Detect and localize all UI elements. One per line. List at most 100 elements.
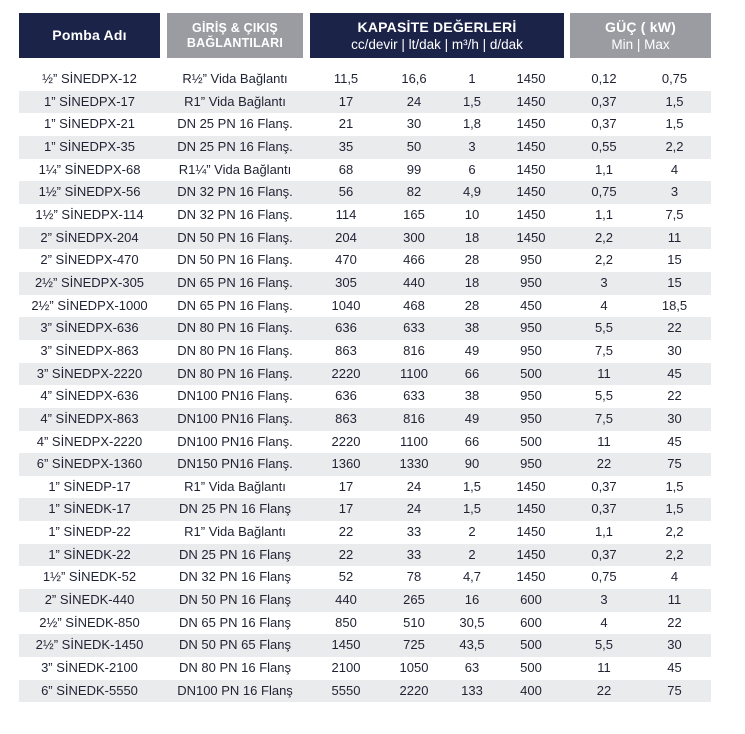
rpm-cell: 950 xyxy=(520,274,542,290)
connection-cell: R1” Vida Bağlantı xyxy=(184,478,286,494)
lt-per-min-cell: 1100 xyxy=(400,365,428,381)
rpm-cell: 1450 xyxy=(516,478,546,494)
cc-per-rev-cell: 68 xyxy=(338,161,354,177)
power-max-cell: 3 xyxy=(670,184,679,200)
power-max-cell: 4 xyxy=(670,161,679,177)
power-min-cell: 7,5 xyxy=(594,342,614,358)
pump-name-cell: 6” SİNEDK-5550 xyxy=(41,682,138,698)
pump-name-cell: 1” SİNEDP-17 xyxy=(48,478,131,494)
power-max-cell: 22 xyxy=(667,320,682,336)
cc-per-rev-cell: 22 xyxy=(338,546,354,562)
power-min-cell: 0,75 xyxy=(591,184,617,200)
cc-per-rev-cell: 636 xyxy=(335,320,357,336)
cc-per-rev-cell: 863 xyxy=(335,342,357,358)
table-row: 3” SİNEDK-2100 DN 80 PN 16 Flanş 2100 1050 6… xyxy=(19,657,711,680)
lt-per-min-cell: 633 xyxy=(403,320,425,336)
lt-per-min-cell: 633 xyxy=(403,388,425,404)
m3-per-hour-cell: 6 xyxy=(468,161,476,177)
table-row: 2” SİNEDPX-470 DN 50 PN 16 Flanş. 470 466 28… xyxy=(19,249,711,272)
lt-per-min-cell: 300 xyxy=(403,229,425,245)
pump-name-cell: 3” SİNEDPX-863 xyxy=(40,342,139,358)
m3-per-hour-cell: 63 xyxy=(464,660,480,676)
pump-name-cell: 2½” SİNEDPX-1000 xyxy=(31,297,148,313)
lt-per-min-cell: 2220 xyxy=(399,682,429,698)
table-row: 1” SİNEDPX-21 DN 25 PN 16 Flanş. 21 30 1,8 14… xyxy=(19,113,711,136)
header-capacity-units: cc/devir | lt/dak | m³/h | d/dak xyxy=(351,36,523,52)
rpm-cell: 950 xyxy=(520,342,542,358)
table-row: 6” SİNEDK-5550 DN100 PN 16 Flanş 5550 2220 1… xyxy=(19,679,711,703)
pump-name-cell: 4” SİNEDPX-863 xyxy=(40,410,139,426)
lt-per-min-cell: 99 xyxy=(406,161,422,177)
rpm-cell: 1450 xyxy=(516,184,546,200)
cc-per-rev-cell: 17 xyxy=(338,478,354,494)
m3-per-hour-cell: 38 xyxy=(464,320,480,336)
power-min-cell: 11 xyxy=(597,365,611,381)
lt-per-min-cell: 440 xyxy=(403,274,425,290)
power-max-cell: 1,5 xyxy=(665,93,684,109)
lt-per-min-cell: 16,6 xyxy=(401,71,427,86)
rpm-cell: 1450 xyxy=(516,71,546,86)
connection-cell: R1” Vida Bağlantı xyxy=(184,524,286,540)
table-row: 6” SİNEDPX-1360 DN150 PN16 Flanş. 1360 1330… xyxy=(19,453,711,476)
m3-per-hour-cell: 1,5 xyxy=(462,478,482,494)
m3-per-hour-cell: 43,5 xyxy=(459,637,485,653)
pump-table: ½” SİNEDPX-12 R½” Vida Bağlantı 11,5 16,6 1 1… xyxy=(19,68,711,703)
rpm-cell: 1450 xyxy=(516,501,546,517)
connection-cell: DN 25 PN 16 Flanş xyxy=(179,501,291,517)
power-max-cell: 1,5 xyxy=(665,116,684,132)
power-max-cell: 22 xyxy=(667,388,682,404)
pump-name-cell: 4” SİNEDPX-636 xyxy=(40,388,139,404)
header-connections-line2: BAĞLANTILARI xyxy=(186,35,284,50)
m3-per-hour-cell: 3 xyxy=(468,138,476,154)
cc-per-rev-cell: 2100 xyxy=(331,660,361,676)
pump-name-cell: 1½” SİNEDPX-114 xyxy=(35,206,144,222)
lt-per-min-cell: 1050 xyxy=(399,660,429,676)
rpm-cell: 600 xyxy=(520,592,542,608)
m3-per-hour-cell: 1,5 xyxy=(462,501,482,517)
rpm-cell: 1450 xyxy=(516,206,546,222)
cc-per-rev-cell: 850 xyxy=(335,614,357,630)
cc-per-rev-cell: 2220 xyxy=(331,365,361,381)
pump-name-cell: 3” SİNEDK-2100 xyxy=(41,660,138,676)
pump-name-cell: 1” SİNEDK-22 xyxy=(48,546,131,562)
rpm-cell: 950 xyxy=(520,320,542,336)
m3-per-hour-cell: 4,7 xyxy=(462,569,482,585)
table-row: 1” SİNEDP-17 R1” Vida Bağlantı 17 24 1,5 1450… xyxy=(19,476,711,499)
connection-cell: DN 80 PN 16 Flanş xyxy=(179,660,291,676)
power-max-cell: 2,2 xyxy=(665,546,684,562)
power-max-cell: 2,2 xyxy=(665,138,684,154)
power-max-cell: 7,5 xyxy=(665,206,684,222)
m3-per-hour-cell: 49 xyxy=(464,342,480,358)
connection-cell: DN 65 PN 16 Flanş. xyxy=(177,274,293,290)
lt-per-min-cell: 33 xyxy=(406,546,422,562)
m3-per-hour-cell: 49 xyxy=(464,410,480,426)
table-row: 3” SİNEDPX-863 DN 80 PN 16 Flanş. 863 816 49… xyxy=(19,340,711,363)
m3-per-hour-cell: 30,5 xyxy=(459,614,485,630)
power-max-cell: 45 xyxy=(667,365,682,381)
power-min-cell: 0,37 xyxy=(591,546,617,562)
lt-per-min-cell: 466 xyxy=(403,252,425,268)
rpm-cell: 950 xyxy=(520,388,542,404)
rpm-cell: 1450 xyxy=(516,93,546,109)
cc-per-rev-cell: 21 xyxy=(338,116,354,132)
pump-name-cell: 1¼” SİNEDPX-68 xyxy=(38,161,141,177)
table-row: 3” SİNEDPX-2220 DN 80 PN 16 Flanş. 2220 110… xyxy=(19,362,711,386)
power-min-cell: 1,1 xyxy=(594,524,614,540)
header-pump-name: Pomba Adı xyxy=(19,13,160,58)
rpm-cell: 500 xyxy=(520,637,542,653)
pump-name-cell: 2½” SİNEDK-850 xyxy=(39,614,140,630)
rpm-cell: 400 xyxy=(520,682,542,698)
cc-per-rev-cell: 17 xyxy=(338,501,354,517)
table-row: 4” SİNEDPX-2220 DN100 PN16 Flanş. 2220 1100… xyxy=(19,431,711,454)
m3-per-hour-cell: 18 xyxy=(464,274,480,290)
m3-per-hour-cell: 90 xyxy=(464,456,480,472)
power-min-cell: 0,55 xyxy=(591,138,617,154)
cc-per-rev-cell: 5550 xyxy=(331,682,361,698)
m3-per-hour-cell: 2 xyxy=(468,524,476,540)
power-min-cell: 5,5 xyxy=(594,388,614,404)
header-capacity-title: KAPASİTE DEĞERLERİ xyxy=(357,18,517,35)
power-max-cell: 75 xyxy=(667,456,682,472)
cc-per-rev-cell: 1450 xyxy=(331,637,361,653)
table-row: 2” SİNEDPX-204 DN 50 PN 16 Flanş. 204 300 18… xyxy=(19,226,711,250)
power-min-cell: 2,2 xyxy=(594,252,614,268)
